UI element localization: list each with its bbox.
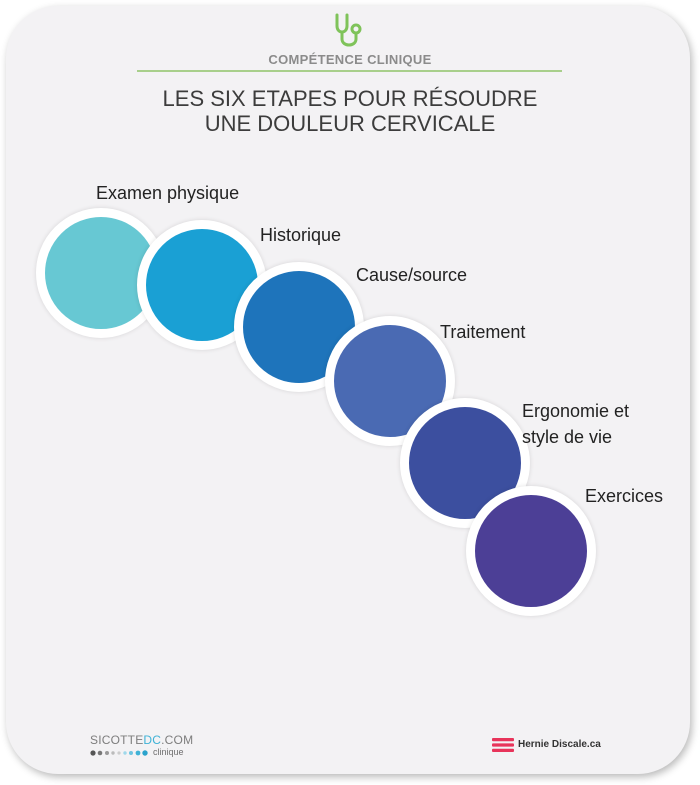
spine-logo-icon [492, 738, 514, 752]
step-5-label-line-1: Ergonomie et [522, 401, 630, 421]
page-title: LES SIX ETAPES POUR RÉSOUDRE UNE DOULEUR… [0, 86, 700, 136]
title-line-2: UNE DOULEUR CERVICALE [204, 111, 496, 136]
step-5-label: Ergonomie et style de vie [522, 398, 629, 450]
step-4-label: Traitement [440, 322, 526, 342]
header-divider [137, 70, 562, 72]
brand-dc: DC [143, 733, 162, 747]
step-6-circle [466, 486, 596, 616]
step-1-label: Examen physique [96, 183, 240, 203]
section-kicker: COMPÉTENCE CLINIQUE [268, 52, 432, 67]
step-6-label: Exercices [585, 486, 664, 506]
title-line-1: LES SIX ETAPES POUR RÉSOUDRE [162, 86, 538, 111]
partner-logo-text: Hernie Discale.ca [518, 739, 601, 750]
brand-logo: SICOTTEDC.COM [90, 733, 193, 747]
brand-tld: .COM [161, 733, 194, 747]
brand-main: SICOTTE [90, 733, 144, 747]
step-5-label-line-2: style de vie [522, 427, 613, 447]
brand-dots-icon [90, 750, 148, 756]
step-2-label: Historique [260, 225, 342, 245]
stethoscope-icon [335, 13, 362, 47]
step-3-label: Cause/source [356, 265, 468, 285]
brand-subtitle: clinique [153, 747, 184, 757]
